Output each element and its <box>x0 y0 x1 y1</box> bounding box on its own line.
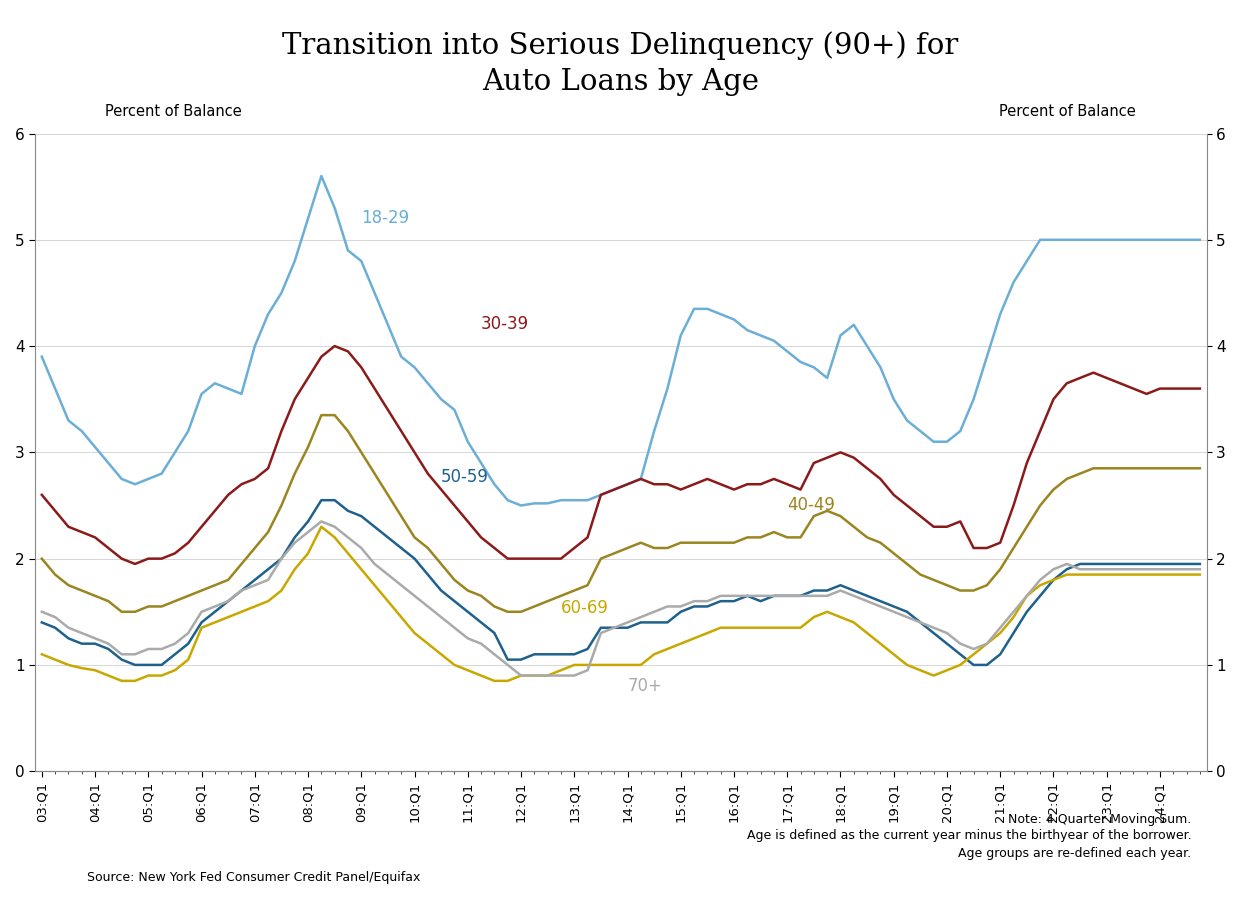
Text: Note: 4 Quarter Moving Sum.
Age is defined as the current year minus the birthye: Note: 4 Quarter Moving Sum. Age is defin… <box>747 813 1191 860</box>
Text: Auto Loans by Age: Auto Loans by Age <box>482 68 759 95</box>
Text: 30-39: 30-39 <box>482 315 529 333</box>
Text: 40-49: 40-49 <box>787 496 835 514</box>
Text: Transition into Serious Delinquency (90+) for: Transition into Serious Delinquency (90+… <box>283 32 958 60</box>
Text: 50-59: 50-59 <box>441 468 489 486</box>
Text: Source: New York Fed Consumer Credit Panel/Equifax: Source: New York Fed Consumer Credit Pan… <box>87 871 421 884</box>
Text: Percent of Balance: Percent of Balance <box>105 104 242 119</box>
Text: 60-69: 60-69 <box>561 599 609 617</box>
Text: Percent of Balance: Percent of Balance <box>999 104 1136 119</box>
Text: 18-29: 18-29 <box>361 209 410 227</box>
Text: 70+: 70+ <box>628 677 663 695</box>
